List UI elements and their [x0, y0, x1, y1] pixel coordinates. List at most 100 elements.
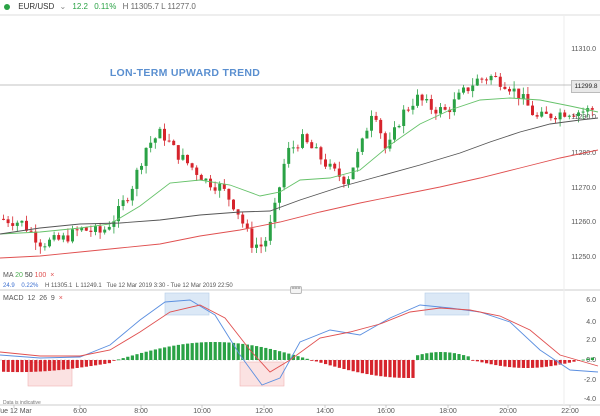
info-low: L 11249.1 [75, 283, 102, 289]
macd-hist-bar [287, 353, 291, 360]
price-tick-label: 11280.0 [571, 150, 596, 157]
macd-tick-label: 6.0 [586, 297, 596, 304]
candle-body [572, 115, 576, 117]
macd-hist-bar [66, 360, 70, 370]
candle-body [204, 178, 208, 181]
macd-hist-bar [563, 360, 567, 364]
macd-hist-bar [204, 342, 208, 360]
chevron-down-icon[interactable]: ⌄ [59, 2, 67, 11]
macd-hist-bar [80, 360, 84, 368]
candle-body [567, 115, 571, 117]
macd-hist-bar [61, 360, 65, 370]
macd-hist-bar [374, 360, 378, 376]
macd-hist-bar [218, 342, 222, 360]
candle-body [365, 130, 369, 139]
time-tick-label: 14:00 [316, 408, 334, 415]
price-tick-label: 11260.0 [571, 219, 596, 226]
macd-hist-bar [429, 352, 433, 360]
macd-hist-bar [581, 359, 585, 361]
macd-hist-bar [328, 360, 332, 366]
macd-hist-bar [25, 360, 29, 373]
candle-body [558, 112, 562, 120]
current-price-tag: 11299.8 [571, 80, 600, 93]
macd-hist-bar [586, 358, 590, 360]
macd-hist-bar [512, 360, 516, 368]
symbol-name[interactable]: EUR/USD [18, 2, 55, 11]
macd-hist-bar [199, 342, 203, 360]
candle-body [517, 88, 521, 99]
trend-annotation: LON-TERM UPWARD TREND [110, 67, 260, 79]
macd-tick-label: 4.0 [586, 319, 596, 326]
macd-hist-bar [245, 344, 249, 360]
time-tick-label: 10:00 [193, 408, 211, 415]
macd-hist-bar [540, 360, 544, 368]
macd-hist-bar [209, 342, 213, 360]
high-low-values: H 11305.7 L 11277.0 [122, 2, 196, 11]
macd-hist-bar [558, 360, 562, 365]
macd-hist-bar [273, 350, 277, 360]
macd-hist-bar [360, 360, 364, 374]
macd-hist-bar [393, 360, 397, 378]
price-tick-label: 11270.0 [571, 185, 596, 192]
candle-body [434, 109, 438, 114]
macd-highlight-box [164, 292, 210, 316]
candle-body [181, 154, 185, 160]
info-range: Tue 12 Mar 2019 3:30 - Tue 12 Mar 2019 2… [106, 283, 233, 289]
candle-body [443, 107, 447, 110]
macd-tick-label: 0.0 [586, 357, 596, 364]
ma-close-icon[interactable]: × [50, 272, 55, 279]
candle-body [291, 147, 295, 149]
candle-body [425, 99, 429, 101]
macd-label: MACD [3, 295, 24, 302]
macd-hist-bar [397, 360, 401, 378]
macd-hist-bar [416, 355, 420, 360]
candle-body [89, 230, 93, 232]
macd-hist-bar [167, 346, 171, 360]
price-tick-label: 11310.0 [571, 46, 596, 53]
ma100-line [0, 149, 599, 259]
macd-hist-bar [140, 352, 144, 360]
macd-legend[interactable]: MACD 12 26 9 × [3, 295, 63, 302]
candle-body [471, 85, 475, 92]
candle-body [11, 223, 15, 226]
macd-hist-bar [462, 355, 466, 360]
candle-body [310, 142, 314, 149]
candle-body [475, 78, 479, 86]
macd-hist-bar [351, 360, 355, 372]
macd-hist-bar [457, 354, 461, 360]
macd-highlight-box [424, 292, 470, 316]
candle-body [38, 242, 42, 247]
panel-resize-handle[interactable]: === [290, 286, 302, 294]
macd-hist-bar [43, 360, 47, 372]
candle-body [457, 92, 461, 100]
macd-hist-bar [485, 360, 489, 364]
candle-body [227, 188, 231, 200]
macd-hist-bar [176, 344, 180, 360]
candle-body [66, 235, 70, 242]
candle-body [199, 174, 203, 181]
candle-body [503, 86, 507, 89]
macd-hist-bar [466, 356, 470, 360]
candle-body [356, 151, 360, 168]
candle-body [213, 187, 217, 191]
candle-body [287, 147, 291, 164]
macd-hist-bar [342, 360, 346, 370]
time-tick-label: 16:00 [377, 408, 395, 415]
macd-hist-bar [34, 360, 38, 372]
macd-hist-bar [324, 360, 328, 365]
candle-body [393, 127, 396, 140]
macd-hist-bar [2, 360, 6, 372]
candle-body [416, 94, 419, 106]
candle-body [264, 240, 268, 247]
macd-hist-bar [301, 357, 305, 360]
candle-body [544, 111, 548, 114]
macd-hist-bar [356, 360, 360, 373]
macd-hist-bar [319, 360, 323, 363]
candle-body [167, 140, 171, 142]
ma-legend[interactable]: MA 20 50 100 × [3, 272, 54, 279]
macd-close-icon[interactable]: × [58, 295, 63, 302]
candle-body [61, 235, 65, 240]
macd-hist-bar [98, 360, 102, 365]
candle-body [485, 79, 488, 81]
